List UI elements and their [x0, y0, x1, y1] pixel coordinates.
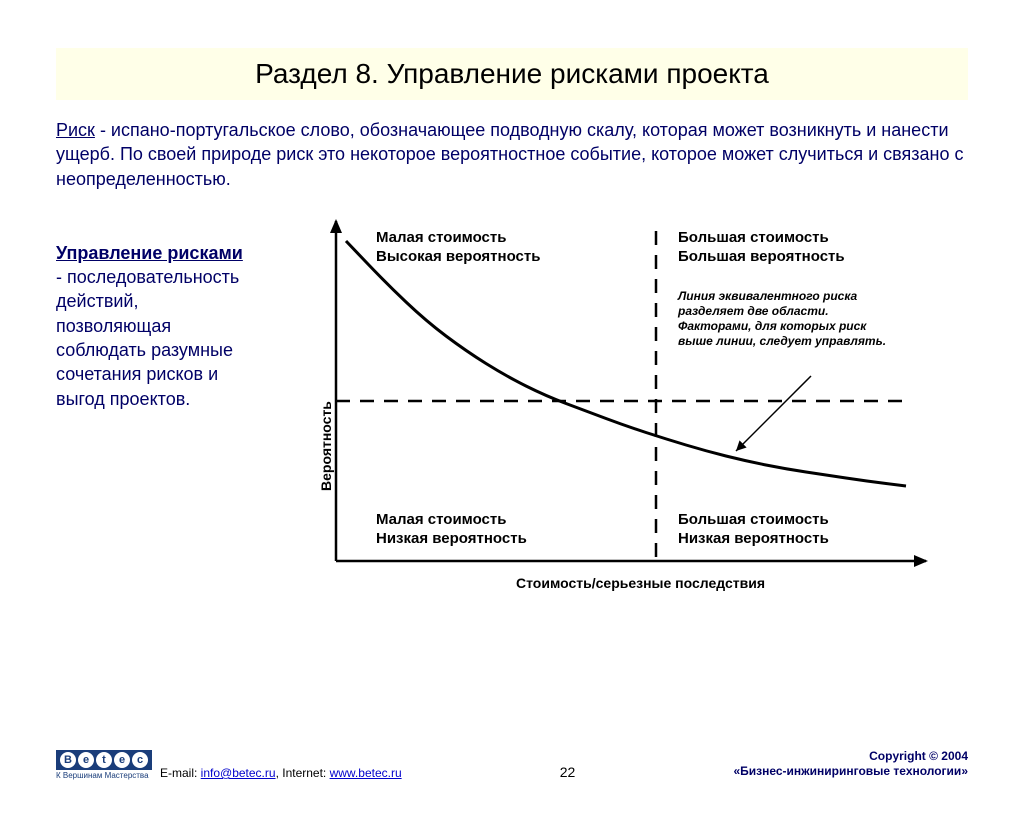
x-axis-label: Стоимость/серьезные последствия: [516, 575, 765, 591]
page-title: Раздел 8. Управление рисками проекта: [56, 48, 968, 100]
footer: Betec К Вершинам Мастерства E-mail: info…: [56, 749, 968, 780]
copyright-line1: Copyright © 2004: [733, 749, 968, 765]
chart-svg: [246, 211, 946, 611]
quadrant-tl: Малая стоимостьВысокая вероятность: [376, 229, 540, 267]
url-link[interactable]: www.betec.ru: [330, 766, 402, 780]
logo-block: Betec К Вершинам Мастерства E-mail: info…: [56, 750, 402, 780]
page-number: 22: [560, 764, 576, 780]
intro-rest: - испано-португальское слово, обозначающ…: [56, 120, 963, 189]
risk-chart: Вероятность Стоимость/серьезные последст…: [246, 211, 968, 621]
y-axis-label: Вероятность: [318, 401, 334, 491]
copyright-line2: «Бизнес-инжиниринговые технологии»: [733, 764, 968, 780]
risk-term: Риск: [56, 120, 95, 140]
quadrant-br: Большая стоимостьНизкая вероятность: [678, 511, 829, 549]
copyright: Copyright © 2004 «Бизнес-инжиниринговые …: [733, 749, 968, 780]
curve-annotation: Линия эквивалентного риска разделяет две…: [678, 289, 903, 349]
email-link[interactable]: info@betec.ru: [201, 766, 276, 780]
quadrant-bl: Малая стоимостьНизкая вероятность: [376, 511, 527, 549]
contact-line: E-mail: info@betec.ru, Internet: www.bet…: [160, 766, 402, 780]
intro-paragraph: Риск - испано-португальское слово, обозн…: [56, 118, 968, 191]
definition-block: Управление рисками - последовательность …: [56, 211, 246, 621]
content-row: Управление рисками - последовательность …: [56, 211, 968, 621]
definition-rest: - последовательность действий, позволяющ…: [56, 267, 239, 408]
betec-logo: Betec: [56, 750, 152, 770]
email-label: E-mail:: [160, 766, 201, 780]
internet-label: , Internet:: [276, 766, 330, 780]
quadrant-tr: Большая стоимостьБольшая вероятность: [678, 229, 845, 267]
definition-title: Управление рисками: [56, 243, 243, 263]
logo-subtitle: К Вершинам Мастерства: [56, 771, 152, 780]
